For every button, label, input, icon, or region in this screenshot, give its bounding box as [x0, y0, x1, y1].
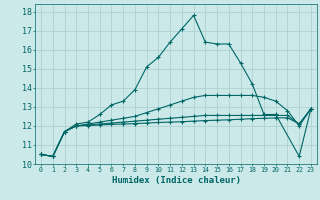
- X-axis label: Humidex (Indice chaleur): Humidex (Indice chaleur): [111, 176, 241, 185]
